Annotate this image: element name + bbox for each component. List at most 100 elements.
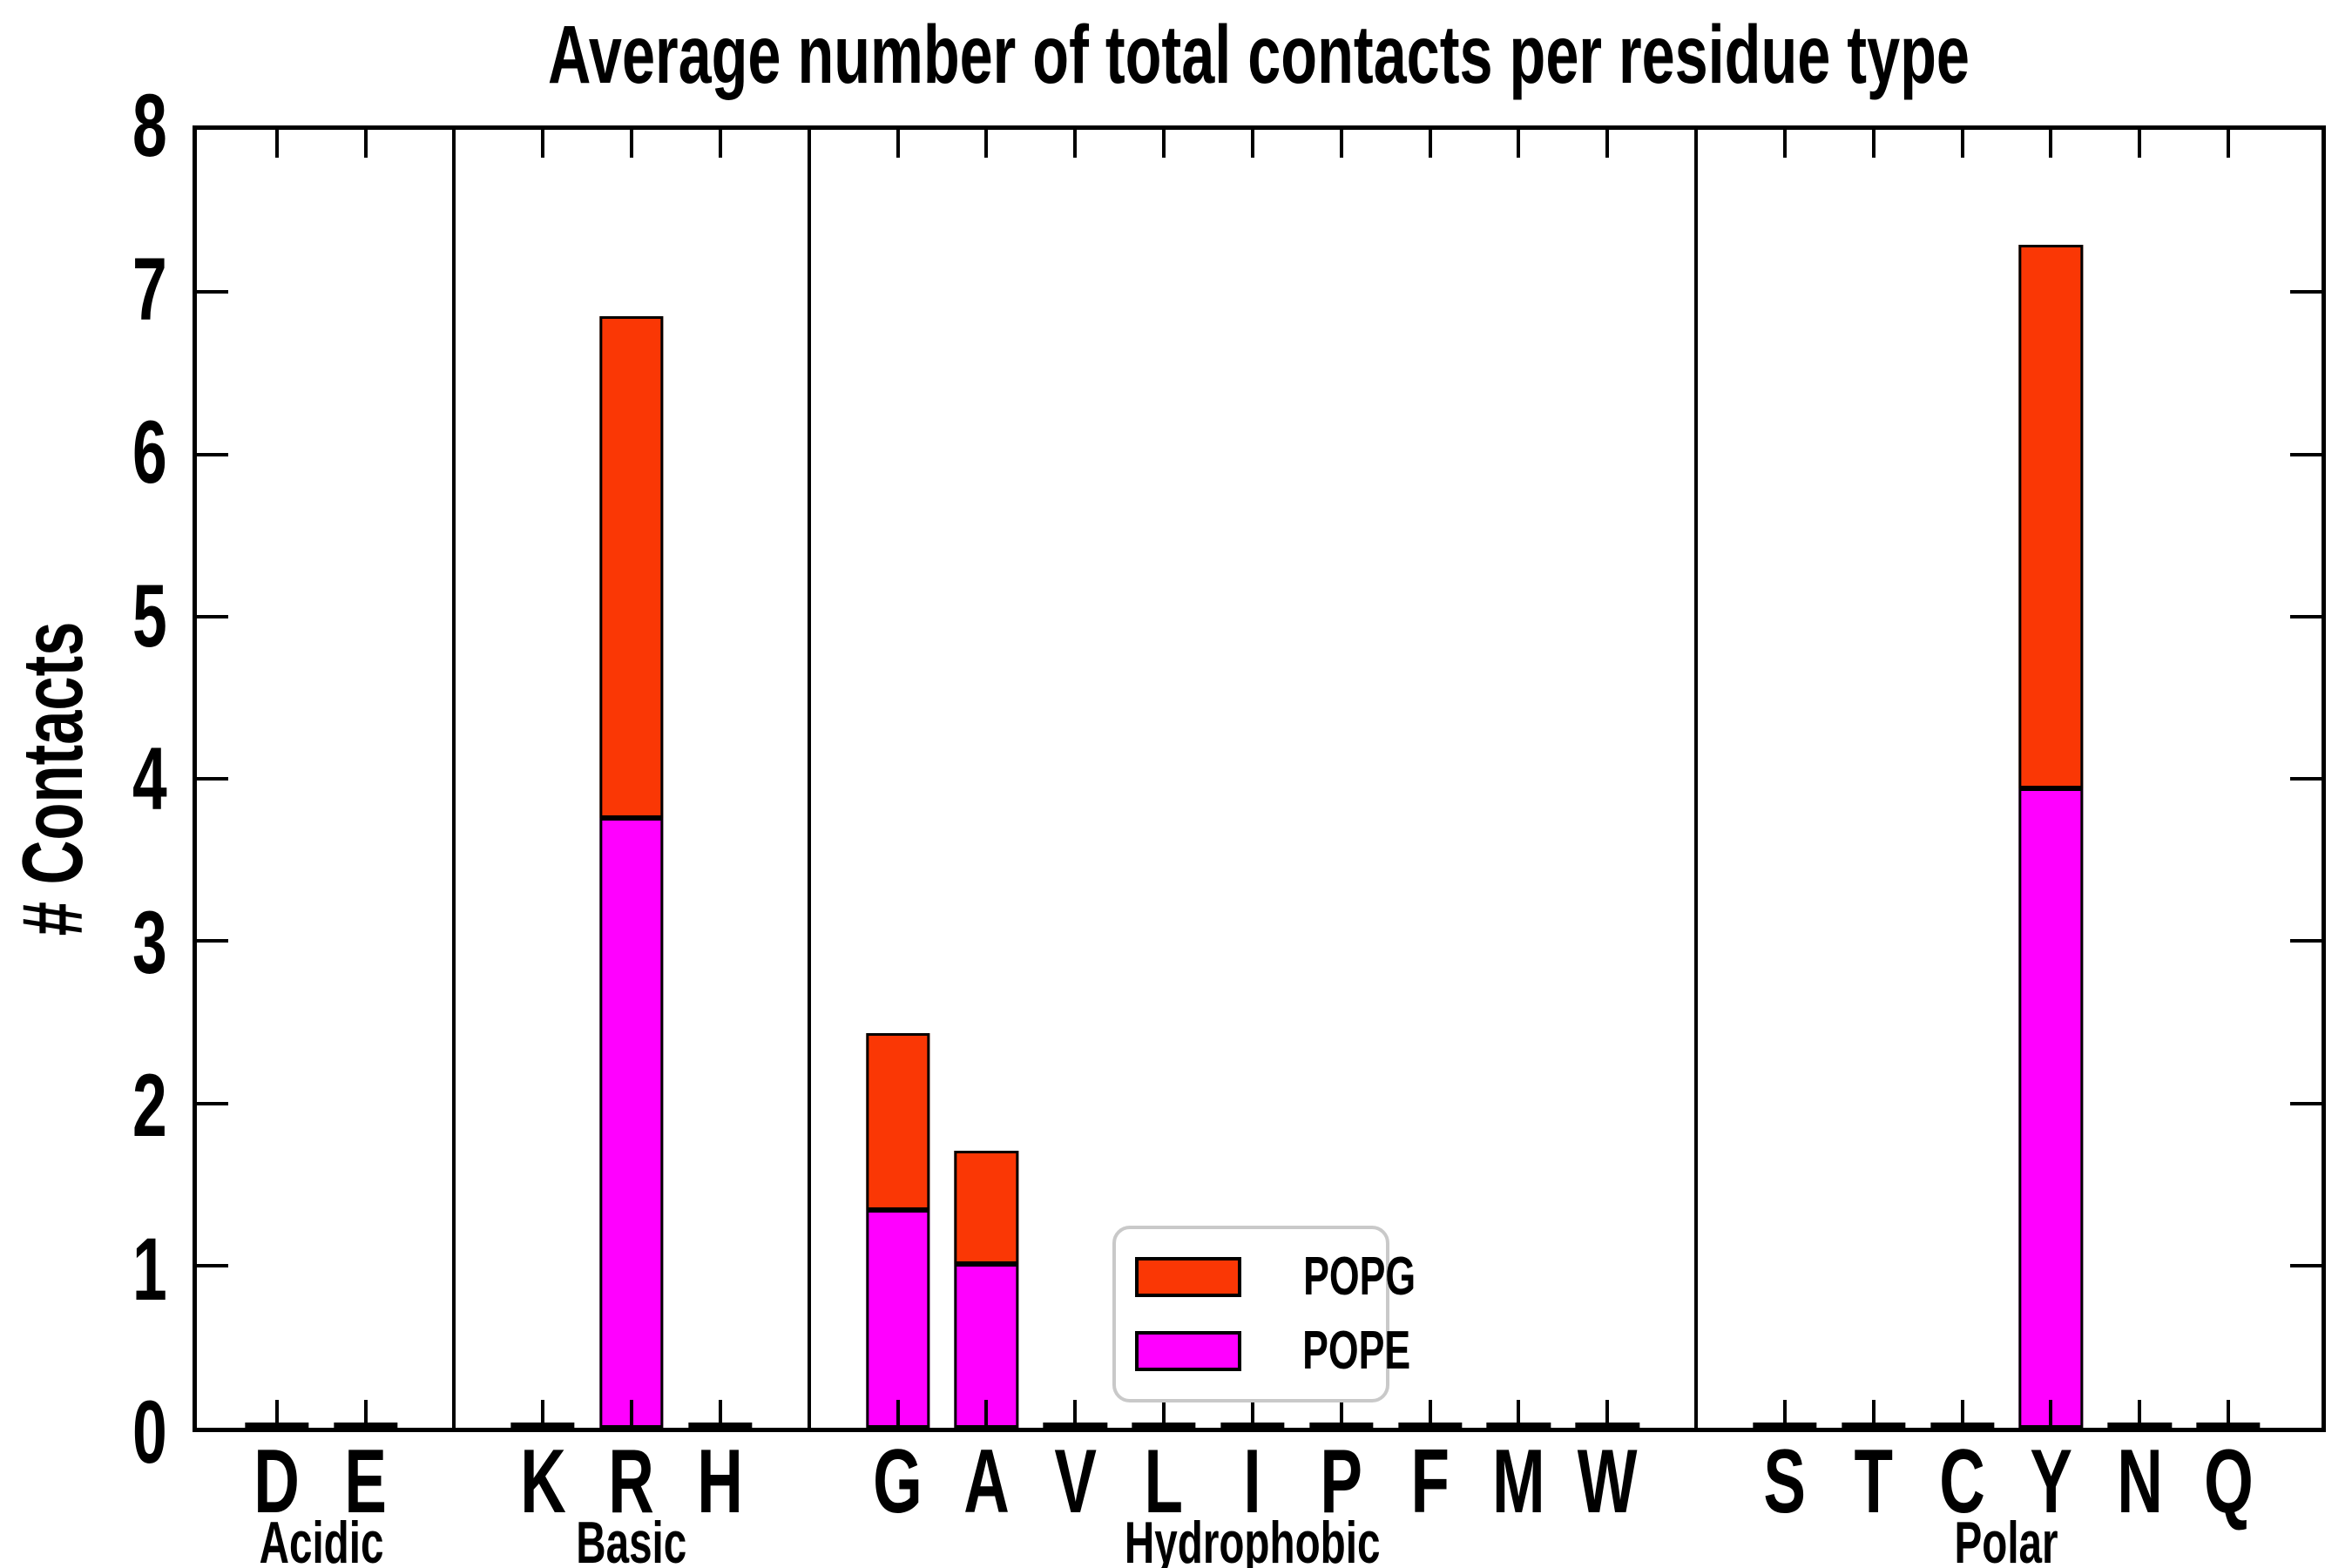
residue-label: Y <box>2007 1436 2096 1527</box>
residue-slot-Y: Y <box>2007 130 2096 1527</box>
y-tick-left <box>197 452 228 456</box>
y-tick-right <box>2290 290 2322 294</box>
y-tick-right <box>2290 452 2322 456</box>
residue-slot-M: M <box>1475 130 1564 1527</box>
y-tick-label: 3 <box>0 898 167 987</box>
x-tick-bottom <box>1250 1400 1254 1428</box>
residue-label: P <box>1297 1436 1386 1527</box>
residue-label: Q <box>2184 1436 2273 1527</box>
residue-slot-A: A <box>942 130 1031 1527</box>
y-tick-left <box>197 777 228 781</box>
residue-slot-W: W <box>1563 130 1652 1527</box>
y-tick-right <box>2290 939 2322 943</box>
x-tick-top <box>1782 130 1787 158</box>
group-polar: S T C Y N Q Polar <box>1740 130 2273 1568</box>
x-tick-bottom <box>1073 1400 1078 1428</box>
y-tick-label-text: 3 <box>132 892 167 992</box>
residue-slot-T: T <box>1829 130 1918 1527</box>
residue-slot-P: P <box>1297 130 1386 1527</box>
y-tick-label-text: 0 <box>132 1382 167 1482</box>
bar-segment-pope <box>599 817 664 1428</box>
y-tick-label: 5 <box>0 571 167 660</box>
x-tick-bottom <box>1960 1400 1964 1428</box>
y-tick-label: 4 <box>0 734 167 823</box>
x-tick-bottom <box>274 1400 279 1428</box>
bar-segment-popg <box>2018 245 2084 789</box>
residue-slot-Q: Q <box>2184 130 2273 1527</box>
residue-slot-V: V <box>1031 130 1119 1527</box>
x-tick-bottom <box>1871 1400 1876 1428</box>
residue-label-text: E <box>344 1431 387 1532</box>
group-label-text: Polar <box>1954 1510 2059 1568</box>
x-tick-bottom <box>1782 1400 1787 1428</box>
residue-label-text: C <box>1939 1431 1985 1532</box>
residue-label-text: V <box>1053 1431 1097 1532</box>
x-tick-bottom <box>1517 1400 1521 1428</box>
residue-label: S <box>1740 1436 1829 1527</box>
x-tick-bottom <box>1605 1400 1610 1428</box>
residue-slot-N: N <box>2095 130 2184 1527</box>
residue-label-text: G <box>873 1431 923 1532</box>
y-tick-label: 1 <box>0 1225 167 1314</box>
bar-segment-popg <box>954 1150 1019 1264</box>
residue-slot-K: K <box>498 130 587 1527</box>
residue-label-text: Y <box>2030 1431 2072 1532</box>
group-basic: K R H Basic <box>498 130 765 1568</box>
x-tick-top <box>1339 130 1343 158</box>
x-tick-top <box>274 130 279 158</box>
residue-slot-D: D <box>233 130 321 1527</box>
residue-slot-C: C <box>1918 130 2007 1527</box>
residue-label: H <box>676 1436 765 1527</box>
x-tick-top <box>1960 130 1964 158</box>
residue-label: A <box>942 1436 1031 1527</box>
y-tick-right <box>2290 777 2322 781</box>
x-tick-top <box>984 130 989 158</box>
residue-label: W <box>1563 1436 1652 1527</box>
residue-slot-F: F <box>1386 130 1475 1527</box>
y-tick-label-text: 8 <box>132 76 167 175</box>
y-tick-left <box>197 939 228 943</box>
residue-slot-E: E <box>321 130 410 1527</box>
x-tick-top <box>1428 130 1432 158</box>
residue-label: N <box>2095 1436 2184 1527</box>
x-tick-bottom <box>1428 1400 1432 1428</box>
residue-label-text: M <box>1492 1431 1545 1532</box>
residue-label-text: P <box>1320 1431 1363 1532</box>
y-tick-label: 0 <box>0 1388 167 1477</box>
residue-label-text: F <box>1410 1431 1450 1532</box>
x-tick-bottom <box>984 1400 989 1428</box>
x-tick-top <box>718 130 722 158</box>
x-tick-top <box>896 130 900 158</box>
group-acidic: D E Acidic <box>233 130 410 1568</box>
residue-label: I <box>1208 1436 1297 1527</box>
x-tick-top <box>1871 130 1876 158</box>
y-tick-label: 7 <box>0 245 167 334</box>
group-label: Polar <box>1740 1513 2273 1568</box>
y-tick-left <box>197 1263 228 1267</box>
x-tick-bottom <box>541 1400 545 1428</box>
residue-label: V <box>1031 1436 1119 1527</box>
group-divider-line <box>1694 130 1699 1428</box>
legend-entry-pope: POPE <box>1135 1324 1410 1378</box>
legend-swatch-pope <box>1135 1331 1241 1372</box>
residue-label-text: K <box>519 1431 566 1532</box>
group-label: Hydrophobic <box>854 1513 1652 1568</box>
bar-segment-pope <box>2018 788 2084 1428</box>
group-gap <box>765 130 854 1428</box>
residue-slot-H: H <box>676 130 765 1527</box>
group-label-text: Acidic <box>259 1510 384 1568</box>
residue-label-text: H <box>697 1431 744 1532</box>
x-tick-top <box>1250 130 1254 158</box>
x-tick-top <box>1162 130 1166 158</box>
legend-label-pope: POPE <box>1302 1321 1411 1382</box>
group-label-text: Basic <box>576 1510 687 1568</box>
group-gap <box>409 130 498 1428</box>
chart-title: Average number of total contacts per res… <box>548 9 1970 101</box>
legend-entry-popg: POPG <box>1135 1249 1416 1304</box>
residue-label-text: I <box>1243 1431 1262 1532</box>
residue-slot-S: S <box>1740 130 1829 1527</box>
group-gap <box>1652 130 1740 1428</box>
bar-segment-popg <box>865 1033 930 1211</box>
y-tick-left <box>197 290 228 294</box>
